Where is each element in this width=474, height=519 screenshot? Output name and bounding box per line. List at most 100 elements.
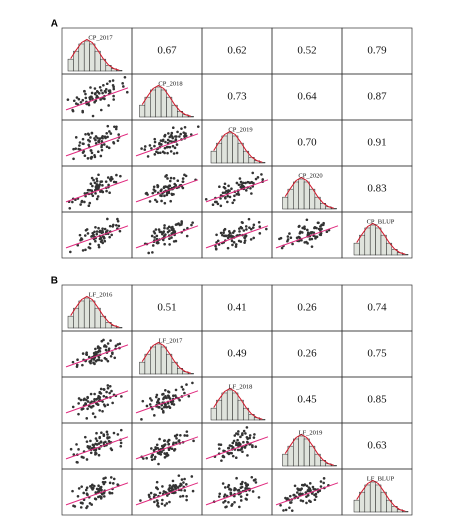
- scatter-point: [66, 98, 70, 101]
- scatter-point: [159, 230, 163, 234]
- scatter-point: [96, 187, 100, 191]
- scatter-point: [94, 192, 97, 195]
- scatter-point: [169, 176, 173, 180]
- scatter-point: [310, 245, 314, 248]
- trend-line: [65, 390, 129, 414]
- scatter-point: [83, 90, 86, 93]
- scatter-point: [71, 405, 75, 409]
- scatter-point: [101, 230, 105, 234]
- scatter-point: [187, 394, 191, 398]
- histogram-bar: [150, 346, 156, 375]
- scatter-point: [74, 136, 78, 139]
- scatter-point: [85, 486, 89, 490]
- scatter-point: [155, 480, 159, 484]
- scatter-point: [299, 499, 303, 502]
- scatter-point: [224, 234, 227, 238]
- scatter-point: [77, 412, 80, 416]
- scatter-point: [221, 191, 225, 195]
- scatter-point: [160, 450, 163, 454]
- scatter-point: [89, 405, 93, 409]
- scatter-point: [100, 359, 103, 362]
- panel-label: B: [51, 276, 58, 287]
- scatter-point: [97, 245, 101, 249]
- scatter-point: [153, 457, 156, 461]
- scatter-point: [158, 406, 161, 409]
- scatter-point: [156, 499, 159, 502]
- scatter-point: [89, 136, 92, 139]
- scatter-point: [153, 137, 157, 141]
- scatter-point: [163, 242, 166, 246]
- scatter-point: [228, 231, 232, 235]
- scatter-point: [77, 402, 80, 405]
- scatter-point: [239, 495, 243, 498]
- scatter-point: [150, 455, 153, 459]
- scatter-point: [160, 143, 163, 146]
- histogram-bar: [67, 58, 74, 72]
- scatter-point: [168, 135, 172, 139]
- histogram-bar: [359, 491, 366, 513]
- scatter-plot: [65, 428, 129, 464]
- scatter-point: [236, 438, 239, 442]
- scatter-point: [190, 475, 194, 478]
- scatter-point: [71, 200, 74, 204]
- scatter-point: [226, 485, 230, 489]
- scatter-plot: [135, 474, 199, 508]
- scatter-point: [236, 192, 239, 196]
- trend-line: [65, 344, 129, 368]
- scatter-point: [89, 392, 93, 396]
- scatter-point: [279, 236, 283, 240]
- scatter-point: [90, 400, 94, 403]
- scatter-point: [93, 415, 97, 419]
- scatter-point: [100, 143, 104, 147]
- scatter-point: [172, 152, 176, 155]
- scatter-point: [87, 103, 91, 107]
- scatter-point: [247, 217, 251, 221]
- scatter-point: [241, 450, 244, 453]
- scatter-point: [305, 501, 308, 505]
- scatter-point: [236, 448, 240, 452]
- histogram-bar: [380, 234, 387, 256]
- scatter-point: [214, 247, 218, 250]
- scatter-point: [303, 227, 306, 231]
- scatter-point: [98, 346, 102, 350]
- scatter-point: [183, 126, 187, 129]
- scatter-point: [81, 363, 84, 367]
- scatter-point: [150, 147, 153, 150]
- scatter-point: [152, 188, 156, 191]
- scatter-point: [87, 133, 91, 136]
- histogram-bar: [83, 40, 90, 72]
- scatter-point: [232, 439, 236, 443]
- correlation: 0.79: [367, 45, 387, 57]
- trend-line: [135, 390, 199, 414]
- histogram-bar: [83, 297, 90, 329]
- trend-line: [135, 133, 199, 157]
- correlation: 0.91: [367, 137, 386, 149]
- scatter-point: [242, 181, 245, 185]
- scatter-point: [95, 230, 99, 233]
- scatter-point: [286, 497, 289, 500]
- scatter-point: [221, 482, 225, 485]
- scatter-point: [227, 500, 230, 504]
- scatter-point: [97, 184, 101, 188]
- scatter-point: [90, 131, 94, 135]
- scatter-point: [245, 435, 249, 439]
- scatter-point: [99, 387, 103, 391]
- scatter-point: [103, 143, 106, 146]
- scatter-point: [68, 206, 72, 210]
- scatter-point: [185, 430, 189, 433]
- scatter-point: [85, 398, 88, 402]
- scatter-point: [71, 109, 75, 113]
- histogram-bar: [166, 353, 173, 375]
- scatter-point: [87, 138, 90, 142]
- scatter-point: [185, 483, 188, 486]
- scatter-point: [226, 446, 230, 450]
- scatter-point: [309, 231, 313, 235]
- scatter-point: [101, 227, 104, 230]
- scatter-point: [167, 442, 171, 446]
- scatter-point: [159, 453, 163, 456]
- scatter-point: [174, 388, 178, 392]
- histogram-bar: [155, 343, 162, 375]
- scatter-point: [158, 491, 162, 495]
- scatter-point: [175, 437, 178, 440]
- scatter-point: [116, 433, 120, 436]
